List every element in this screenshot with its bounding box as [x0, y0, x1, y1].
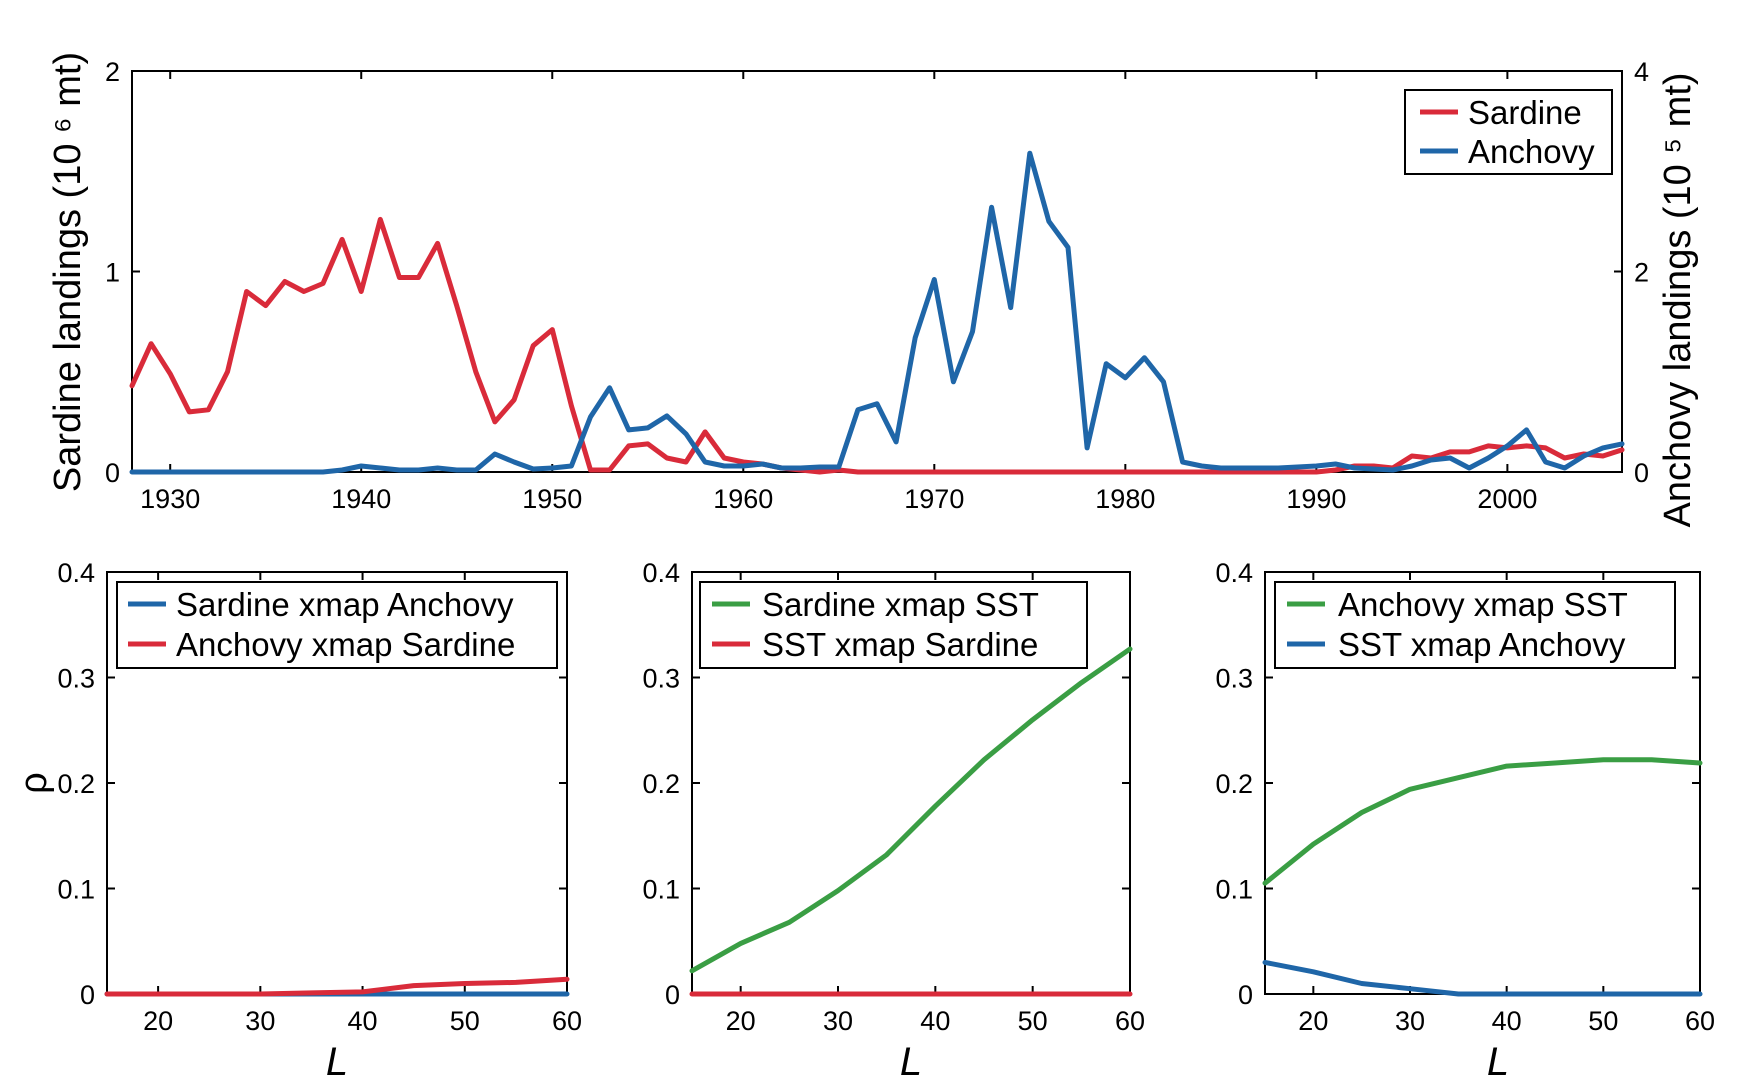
bottom-left-x-tick-label: 30: [245, 1006, 275, 1036]
bottom-right-series-sst-xmap-anchovy: [1262, 959, 1703, 997]
bottom-right-series-anchovy-xmap-sst: [1262, 757, 1703, 886]
top-x-tick-label: 2000: [1477, 484, 1537, 514]
legend-anchovy-label: Anchovy: [1468, 133, 1595, 170]
bottom-right-y-tick-label: 0: [1238, 980, 1253, 1010]
top-right-y-tick-label: 4: [1634, 57, 1649, 87]
bottom-right-y-tick-label: 0.3: [1215, 664, 1253, 694]
bottom-middle-panel: 20 30 40 50 60 0 0.1 0.2 0.3 0.4 L Sardine xmap …: [642, 558, 1145, 1084]
bottom-right-y-tick-label: 0.1: [1215, 875, 1253, 905]
bottom-middle-legend-box: [699, 581, 1088, 669]
top-x-tick-label: 1960: [713, 484, 773, 514]
rho-axis-label: ρ: [13, 772, 55, 794]
top-left-y-tick-label: 2: [105, 57, 120, 87]
bottom-left-y-tick-label: 0.2: [57, 769, 95, 799]
top-left-y-tick-label: 1: [105, 258, 120, 288]
bottom-left-series-lines: [104, 976, 570, 997]
bottom-left-x-ticks: 20 30 40 50 60: [143, 572, 582, 1036]
top-right-y-ticks: 0 2 4: [1614, 57, 1649, 488]
bottom-middle-series-sardine-xmap-sst: [689, 646, 1133, 974]
top-left-y-ticks: 0 1 2: [105, 57, 1622, 488]
bottom-left-y-ticks: 0 0.1 0.2 0.3 0.4: [57, 558, 567, 1010]
bottom-left-x-tick-label: 40: [348, 1006, 378, 1036]
bottom-right-series-lines: [1262, 757, 1703, 997]
top-x-ticks: 1930 1940 1950 1960 1970 1980 1990 2000: [140, 71, 1537, 514]
bottom-right-x-tick-label: 30: [1395, 1006, 1425, 1036]
bottom-middle-x-tick-label: 50: [1018, 1006, 1048, 1036]
bottom-left-y-tick-label: 0.3: [57, 664, 95, 694]
top-left-y-tick-label: 0: [105, 458, 120, 488]
bottom-left-legend: Sardine xmap Anchovy Anchovy xmap Sardin…: [116, 581, 558, 669]
bottom-right-x-label: L: [1487, 1040, 1509, 1084]
bottom-right-x-tick-label: 20: [1298, 1006, 1328, 1036]
bottom-middle-y-tick-label: 0.2: [642, 769, 680, 799]
top-legend-box: [1404, 89, 1613, 175]
bottom-right-y-tick-label: 0.2: [1215, 769, 1253, 799]
top-series-anchovy: [129, 150, 1625, 475]
legend-anchovy-xmap-sst-label: Anchovy xmap SST: [1338, 586, 1628, 623]
bottom-left-y-tick-label: 0.4: [57, 558, 95, 588]
bottom-right-panel: 20 30 40 50 60 0 0.1 0.2 0.3 0.4 L Anchovy xmap …: [1215, 558, 1715, 1084]
bottom-middle-x-tick-label: 30: [823, 1006, 853, 1036]
top-x-tick-label: 1980: [1095, 484, 1155, 514]
legend-sardine-label: Sardine: [1468, 94, 1582, 131]
top-right-y-tick-label: 0: [1634, 458, 1649, 488]
top-x-tick-label: 1990: [1286, 484, 1346, 514]
top-x-tick-label: 1940: [331, 484, 391, 514]
bottom-right-x-ticks: 20 30 40 50 60: [1298, 572, 1715, 1036]
anchovy-axis-label: Anchovy landings (10 ⁵ mt): [1657, 72, 1699, 527]
top-series-sardine: [129, 216, 1625, 475]
top-panel: 1930 1940 1950 1960 1970 1980 1990 2000 0 1 2 0 2 4…: [47, 52, 1699, 528]
bottom-left-x-label: L: [326, 1040, 348, 1084]
bottom-middle-y-tick-label: 0.4: [642, 558, 680, 588]
bottom-right-y-tick-label: 0.4: [1215, 558, 1253, 588]
legend-sst-xmap-anchovy-label: SST xmap Anchovy: [1338, 626, 1626, 663]
top-x-tick-label: 1970: [904, 484, 964, 514]
bottom-left-x-tick-label: 60: [552, 1006, 582, 1036]
bottom-left-panel: 20 30 40 50 60 0 0.1 0.2 0.3 0.4 ρ L Sardine xma…: [13, 558, 582, 1084]
bottom-left-x-tick-label: 20: [143, 1006, 173, 1036]
bottom-middle-x-tick-label: 20: [726, 1006, 756, 1036]
legend-sst-xmap-sardine-label: SST xmap Sardine: [762, 626, 1038, 663]
bottom-middle-x-tick-label: 40: [920, 1006, 950, 1036]
bottom-left-series-anchovy-xmap-sardine: [104, 976, 570, 997]
bottom-middle-series-lines: [689, 646, 1133, 997]
bottom-left-legend-box: [116, 581, 558, 669]
bottom-middle-x-label: L: [900, 1040, 922, 1084]
bottom-right-legend: Anchovy xmap SST SST xmap Anchovy: [1274, 581, 1676, 669]
bottom-right-x-tick-label: 60: [1685, 1006, 1715, 1036]
top-series-lines: [129, 150, 1625, 475]
bottom-middle-y-tick-label: 0.3: [642, 664, 680, 694]
legend-sardine-xmap-sst-label: Sardine xmap SST: [762, 586, 1039, 623]
bottom-right-x-tick-label: 40: [1492, 1006, 1522, 1036]
bottom-right-x-tick-label: 50: [1588, 1006, 1618, 1036]
top-right-y-tick-label: 2: [1634, 258, 1649, 288]
bottom-middle-x-tick-label: 60: [1115, 1006, 1145, 1036]
bottom-left-x-tick-label: 50: [450, 1006, 480, 1036]
bottom-middle-x-ticks: 20 30 40 50 60: [726, 572, 1145, 1036]
top-legend: Sardine Anchovy: [1404, 89, 1613, 175]
bottom-middle-y-tick-label: 0: [665, 980, 680, 1010]
sardine-axis-label: Sardine landings (10 ⁶ mt): [47, 52, 89, 492]
top-x-tick-label: 1950: [522, 484, 582, 514]
legend-sardine-xmap-anchovy-label: Sardine xmap Anchovy: [176, 586, 514, 623]
bottom-left-y-tick-label: 0.1: [57, 875, 95, 905]
bottom-middle-legend: Sardine xmap SST SST xmap Sardine: [699, 581, 1088, 669]
legend-anchovy-xmap-sardine-label: Anchovy xmap Sardine: [176, 626, 515, 663]
bottom-middle-y-tick-label: 0.1: [642, 875, 680, 905]
top-x-tick-label: 1930: [140, 484, 200, 514]
bottom-right-y-ticks: 0 0.1 0.2 0.3 0.4: [1215, 558, 1700, 1010]
bottom-left-y-tick-label: 0: [80, 980, 95, 1010]
bottom-right-legend-box: [1274, 581, 1676, 669]
